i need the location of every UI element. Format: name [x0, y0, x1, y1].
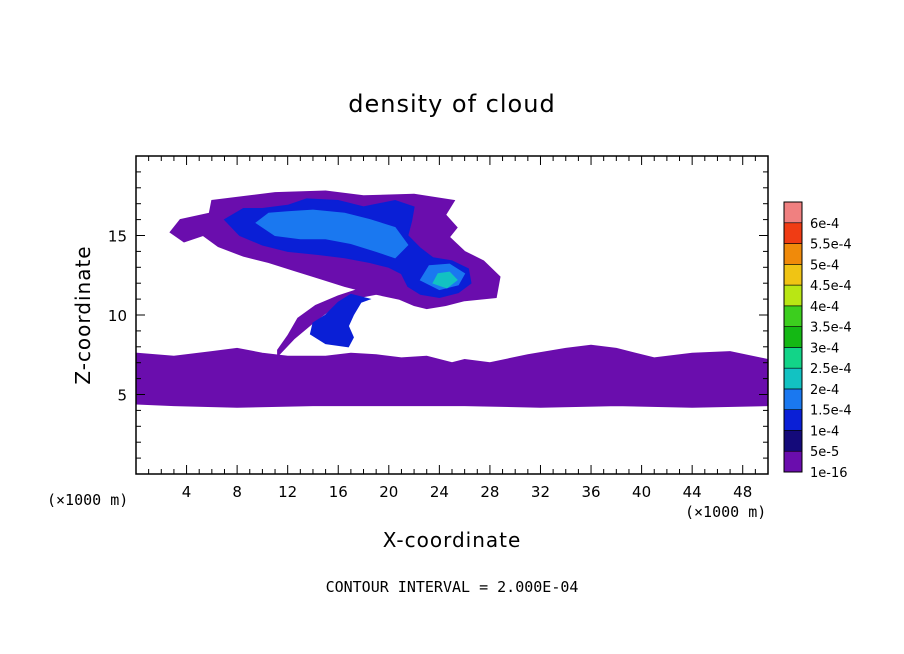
colorbar-swatch-7	[783, 305, 803, 327]
colorbar: 1e-16 5e-5 1e-4 1.5e-4 2e-4 2.5e-4 3e-4 3.5e-4 4…	[783, 201, 852, 481]
x-tick-label-48: 48	[733, 483, 752, 501]
colorbar-label-9: 4.5e-4	[810, 279, 852, 294]
colorbar-swatch-8	[783, 284, 803, 307]
x-tick-label-40: 40	[632, 483, 651, 501]
colorbar-label-0: 1e-16	[810, 466, 848, 481]
y-tick-label-15: 15	[108, 228, 127, 246]
y-tick-label-5: 5	[117, 387, 127, 405]
colorbar-label-4: 2e-4	[810, 383, 839, 398]
colorbar-label-8: 4e-4	[810, 300, 839, 315]
chart-title: density of cloud	[348, 90, 555, 118]
region-0-0	[135, 344, 769, 408]
colorbar-swatch-4	[783, 367, 803, 390]
colorbar-label-3: 1.5e-4	[810, 404, 852, 419]
x-tick-label-4: 4	[182, 483, 192, 501]
colorbar-label-7: 3.5e-4	[810, 321, 852, 336]
colorbar-swatch-5	[783, 347, 803, 369]
colorbar-swatch-10	[783, 243, 803, 265]
plot-regions	[135, 190, 769, 408]
colorbar-label-1: 5e-5	[810, 445, 839, 460]
x-axis-ticks: 4 8 12 16 20 24 28 32 36 40 44 48	[148, 156, 756, 501]
colorbar-frame	[783, 201, 803, 473]
colorbar-swatch-9	[783, 264, 803, 286]
contour-interval-footer: CONTOUR INTERVAL = 2.000E-04	[326, 578, 579, 596]
y-axis-ticks: 5 10 15	[108, 171, 768, 459]
colorbar-swatch-2	[783, 409, 803, 431]
x-axis-label: X-coordinate	[383, 528, 522, 552]
region-1-1	[309, 293, 372, 348]
x-unit-label-right: (×1000 m)	[685, 503, 766, 521]
colorbar-label-6: 3e-4	[810, 341, 839, 356]
x-tick-label-32: 32	[531, 483, 550, 501]
x-tick-label-28: 28	[480, 483, 499, 501]
x-tick-label-44: 44	[683, 483, 702, 501]
colorbar-label-2: 1e-4	[810, 424, 839, 439]
region-3-0	[432, 271, 458, 289]
x-tick-label-24: 24	[430, 483, 449, 501]
region-2-0	[255, 209, 409, 259]
y-tick-label-10: 10	[108, 307, 127, 325]
colorbar-label-12: 6e-4	[810, 217, 839, 232]
colorbar-label-5: 2.5e-4	[810, 362, 852, 377]
colorbar-swatch-11	[783, 222, 803, 244]
colorbar-swatch-12	[783, 201, 803, 224]
x-tick-label-36: 36	[581, 483, 600, 501]
x-tick-label-8: 8	[232, 483, 242, 501]
colorbar-label-11: 5.5e-4	[810, 238, 852, 253]
x-unit-label-left: (×1000 m)	[47, 491, 128, 509]
x-tick-label-12: 12	[278, 483, 297, 501]
colorbar-label-10: 5e-4	[810, 258, 839, 273]
colorbar-swatch-1	[783, 430, 803, 452]
x-tick-label-20: 20	[379, 483, 398, 501]
x-tick-label-16: 16	[329, 483, 348, 501]
colorbar-swatch-3	[783, 388, 803, 410]
colorbar-swatch-0	[783, 450, 803, 473]
y-axis-label: Z-coordinate	[71, 245, 95, 384]
colorbar-swatch-6	[783, 326, 803, 348]
